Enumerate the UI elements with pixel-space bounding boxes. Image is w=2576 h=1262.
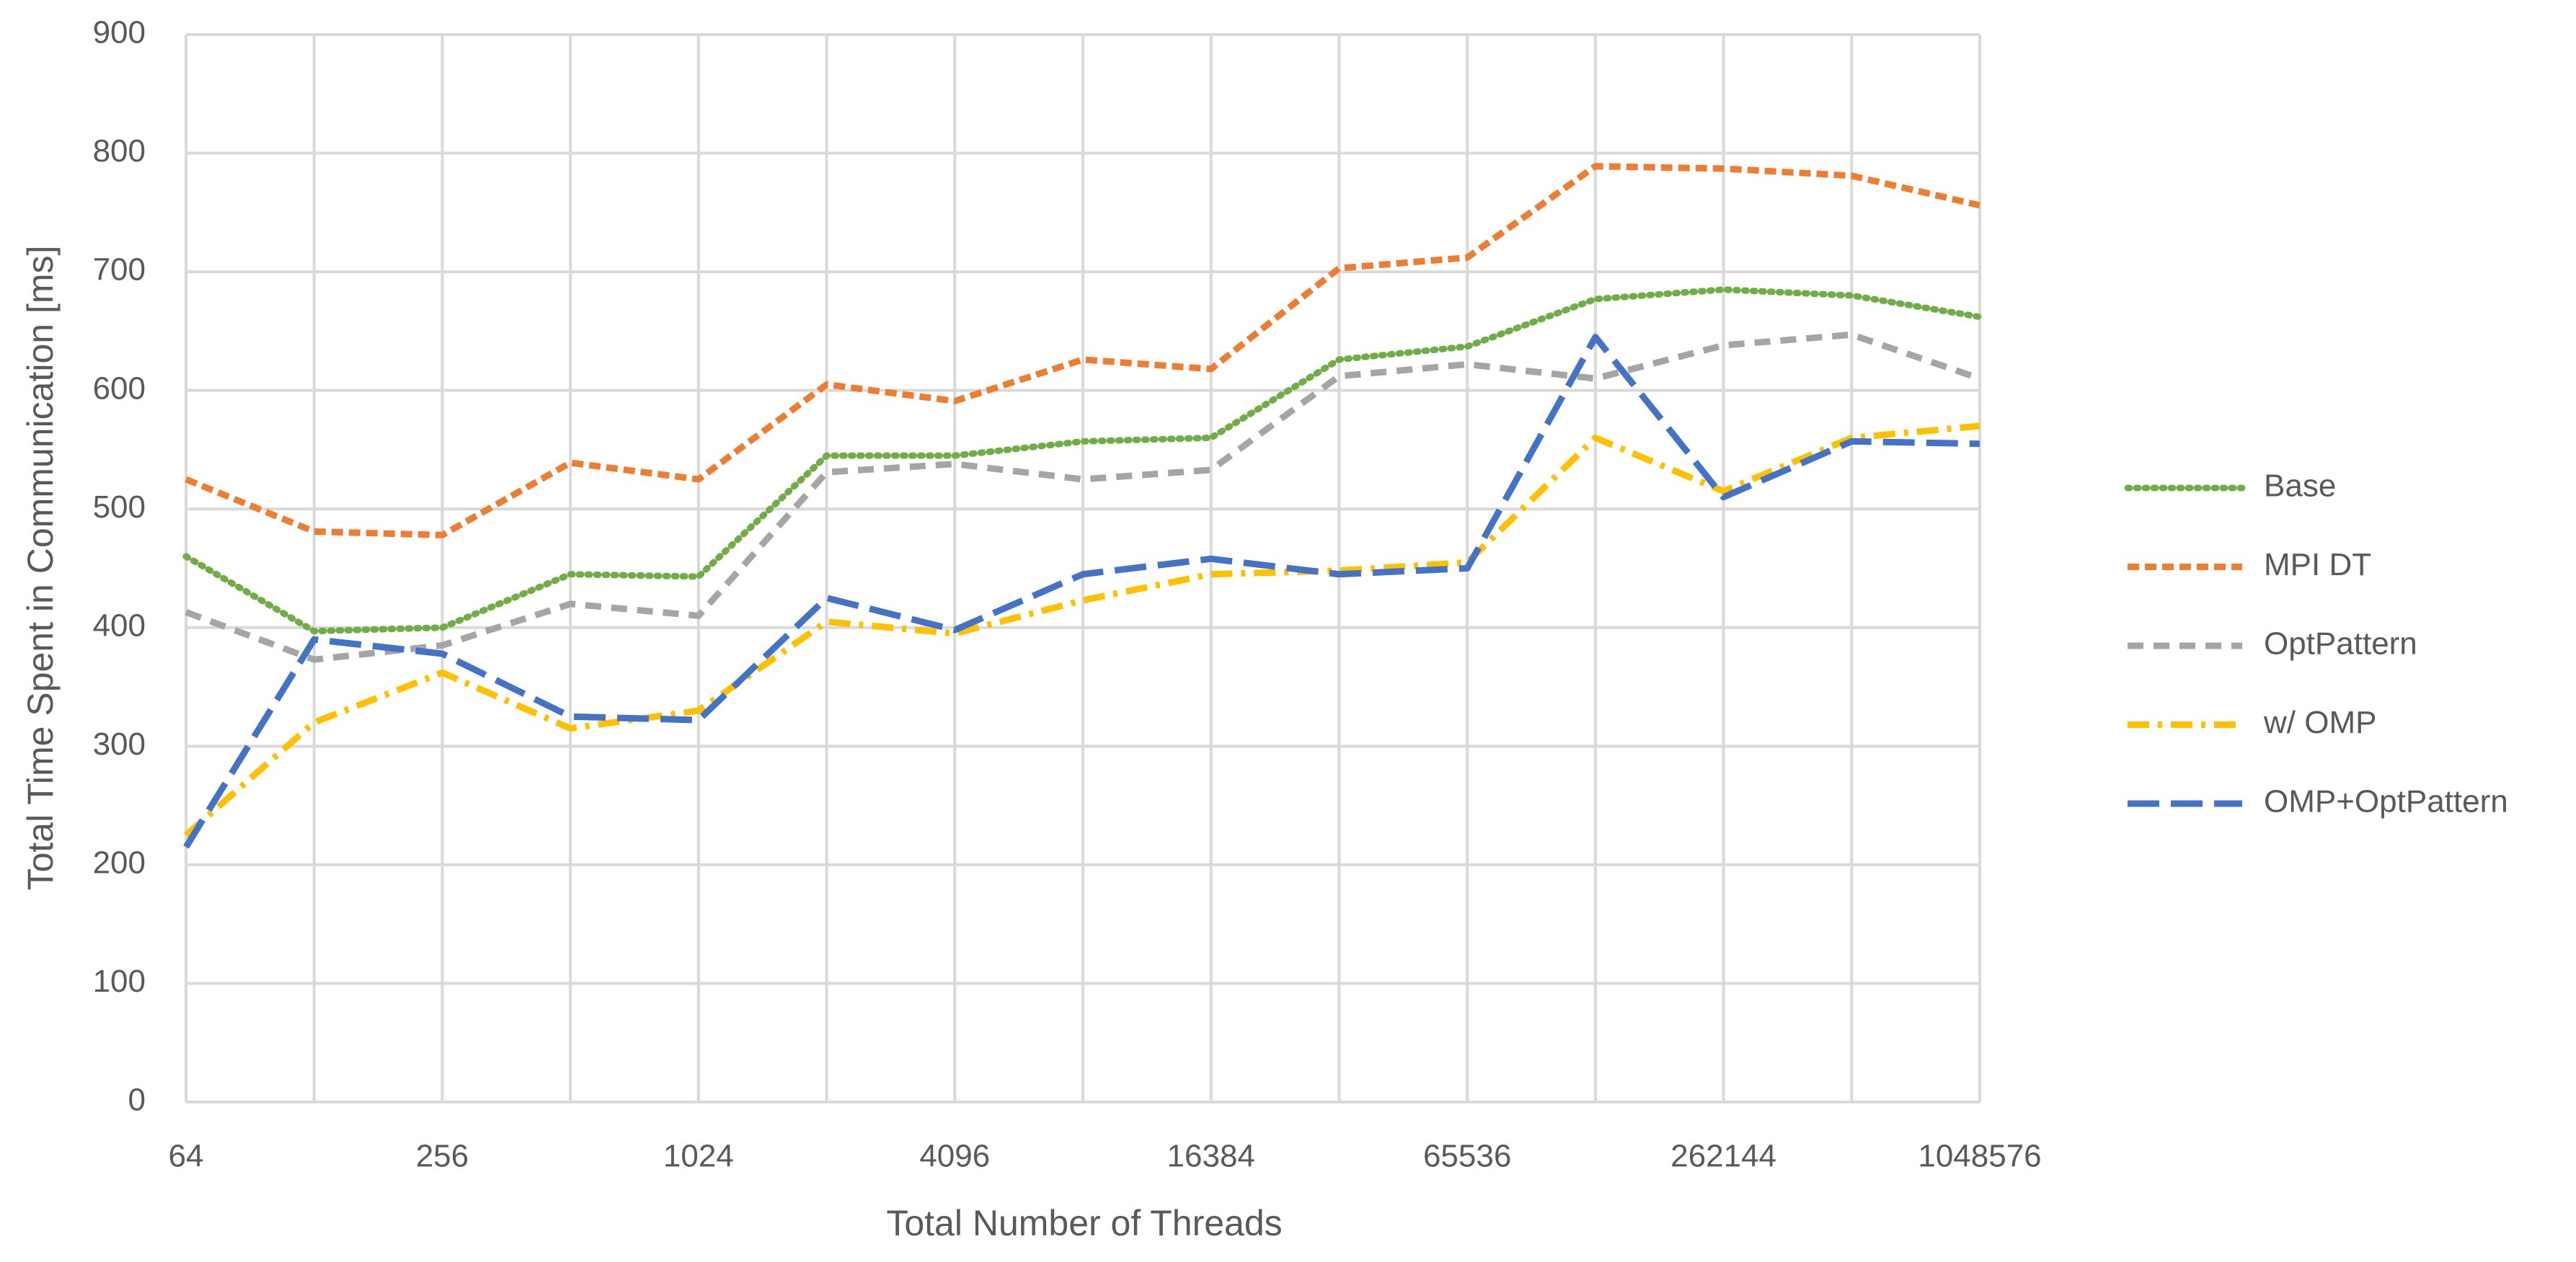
x-tick-label: 64 — [169, 1139, 204, 1174]
y-tick-label: 100 — [93, 964, 146, 999]
y-tick-label: 0 — [128, 1083, 146, 1118]
series-line — [182, 286, 1983, 635]
y-tick-label: 500 — [93, 489, 146, 525]
series-line — [185, 163, 1981, 538]
x-axis-title: Total Number of Threads — [886, 1203, 1282, 1243]
y-tick-label: 300 — [93, 726, 146, 762]
x-tick-label: 1024 — [663, 1139, 734, 1174]
y-tick-label: 400 — [93, 608, 146, 643]
x-tick-label: 65536 — [1423, 1139, 1511, 1174]
x-tick-label: 4096 — [919, 1139, 990, 1174]
legend-label: MPI DT — [2264, 547, 2371, 582]
y-tick-label: 600 — [93, 370, 146, 406]
y-tick-label: 200 — [93, 845, 146, 881]
legend-label: Base — [2264, 468, 2336, 504]
x-tick-label: 256 — [416, 1139, 469, 1174]
series-line — [184, 422, 1980, 838]
x-tick-label: 16384 — [1167, 1139, 1255, 1174]
series-line — [185, 331, 1981, 663]
y-tick-label: 900 — [93, 15, 146, 50]
x-tick-label: 262144 — [1670, 1139, 1776, 1174]
legend-label: OMP+OptPattern — [2264, 784, 2508, 819]
x-tick-label: 1048576 — [1918, 1139, 2041, 1174]
y-tick-label: 800 — [93, 133, 146, 169]
legend-label: w/ OMP — [2263, 705, 2376, 740]
legend-label: OptPattern — [2264, 626, 2417, 662]
y-tick-label: 700 — [93, 252, 146, 288]
y-axis-title: Total Time Spent in Communication [ms] — [20, 246, 61, 891]
series-line — [183, 334, 1980, 849]
